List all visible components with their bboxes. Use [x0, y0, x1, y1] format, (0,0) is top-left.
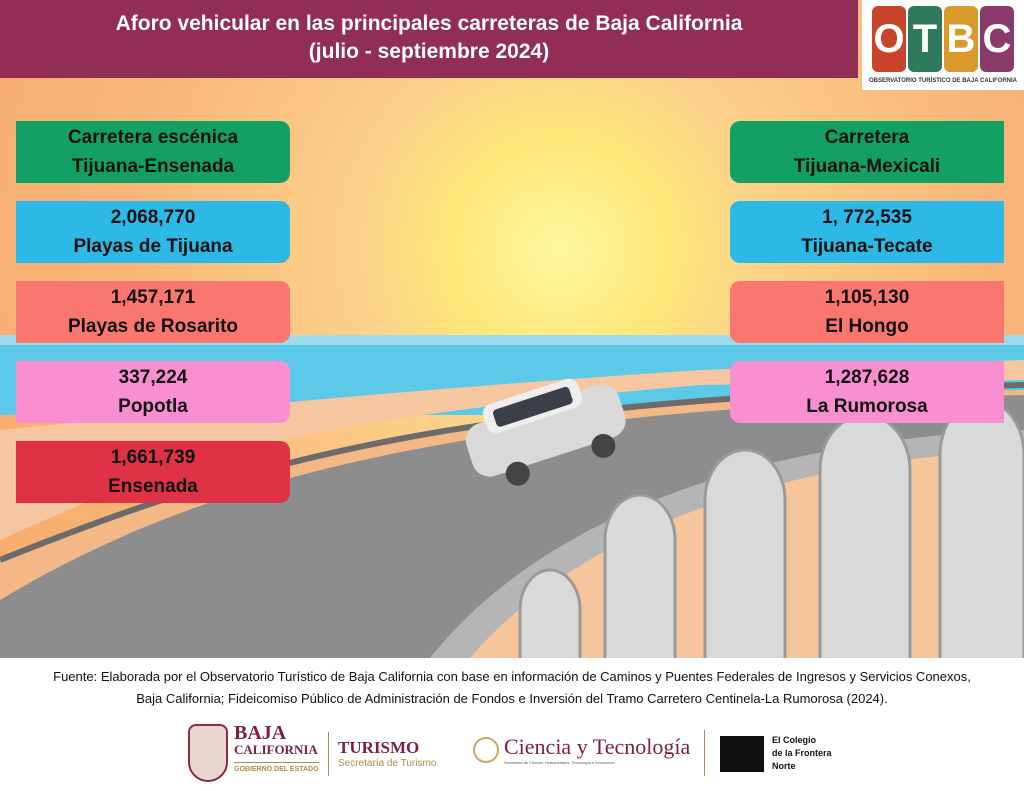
logo-letter: C — [980, 6, 1014, 72]
bc-text-1: BAJA — [234, 722, 287, 744]
right-heading-2: Tijuana-Mexicali — [793, 156, 941, 177]
bc-shield-icon — [188, 724, 228, 782]
stat-label: Tijuana-Tecate — [801, 236, 933, 257]
stat-box-el-hongo: 1,105,130 El Hongo — [730, 281, 1004, 343]
left-heading-2: Tijuana-Ensenada — [71, 156, 235, 177]
source-line-1: Fuente: Elaborada por el Observatorio Tu… — [53, 669, 971, 684]
logo-letter: B — [944, 6, 978, 72]
divider — [328, 732, 329, 776]
left-heading-box: Carretera escénica Tijuana-Ensenada — [16, 121, 290, 183]
baja-california-logo: BAJA CALIFORNIA GOBIERNO DEL ESTADO — [234, 722, 319, 773]
turismo-sub: Secretaría de Turismo — [338, 758, 437, 769]
logo-letter: T — [908, 6, 942, 72]
stat-box-tijuana-tecate: 1, 772,535 Tijuana-Tecate — [730, 201, 1004, 263]
cyt-sub: Secretaría de Ciencia, Humanidades, Tecn… — [504, 760, 615, 765]
stat-label: Ensenada — [108, 476, 198, 497]
bc-text-3: GOBIERNO DEL ESTADO — [234, 762, 319, 773]
source-line-2: Baja California; Fideicomiso Público de … — [136, 691, 888, 706]
turismo-text: TURISMO — [338, 738, 420, 757]
stat-value: 337,224 — [118, 367, 188, 388]
right-heading-box: Carretera Tijuana-Mexicali — [730, 121, 1004, 183]
stat-value: 2,068,770 — [110, 207, 196, 228]
sponsor-logos: BAJA CALIFORNIA GOBIERNO DEL ESTADO TURI… — [0, 722, 1024, 784]
logo-letter: O — [872, 6, 906, 72]
mexico-seal-icon — [473, 737, 499, 763]
stat-value: 1, 772,535 — [822, 207, 912, 228]
colef-mountain-icon — [720, 736, 764, 772]
stat-label: Playas de Tijuana — [73, 236, 233, 257]
logo-caption: OBSERVATORIO TURÍSTICO DE BAJA CALIFORNI… — [868, 78, 1017, 84]
cyt-text: Ciencia y Tecnología — [504, 734, 691, 759]
stat-value: 1,287,628 — [824, 367, 910, 388]
stat-label: Popotla — [118, 396, 188, 417]
stat-value: 1,457,171 — [110, 287, 196, 308]
stat-label: Playas de Rosarito — [67, 316, 239, 337]
stat-value: 1,661,739 — [110, 447, 196, 468]
source-note: Fuente: Elaborada por el Observatorio Tu… — [0, 666, 1024, 710]
stat-value: 1,105,130 — [824, 287, 910, 308]
bc-text-2: CALIFORNIA — [234, 742, 318, 757]
stat-label: La Rumorosa — [806, 396, 928, 417]
left-heading-1: Carretera escénica — [67, 127, 239, 148]
stat-box-popotla: 337,224 Popotla — [16, 361, 290, 423]
stat-box-la-rumorosa: 1,287,628 La Rumorosa — [730, 361, 1004, 423]
page-header: Aforo vehicular en las principales carre… — [0, 0, 858, 78]
ciencia-tecnologia-logo: Ciencia y Tecnología Secretaría de Cienc… — [504, 734, 690, 765]
turismo-logo: TURISMO Secretaría de Turismo — [338, 738, 436, 769]
stat-box-playas-rosarito: 1,457,171 Playas de Rosarito — [16, 281, 290, 343]
colef-logo: El Colegio de la Frontera Norte — [772, 734, 832, 773]
stat-box-playas-tijuana: 2,068,770 Playas de Tijuana — [16, 201, 290, 263]
colef-text-1: El Colegio — [772, 735, 817, 745]
title-line-1: Aforo vehicular en las principales carre… — [115, 12, 743, 35]
stat-label: El Hongo — [825, 316, 909, 337]
divider — [704, 730, 705, 776]
colef-text-2: de la Frontera — [772, 748, 832, 758]
stat-box-ensenada: 1,661,739 Ensenada — [16, 441, 290, 503]
right-heading-1: Carretera — [824, 127, 910, 148]
title-line-2: (julio - septiembre 2024) — [308, 40, 550, 63]
colef-text-3: Norte — [772, 761, 796, 771]
